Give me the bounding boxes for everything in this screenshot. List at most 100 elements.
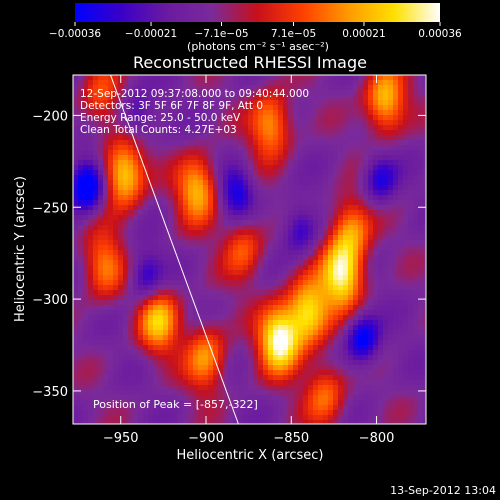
heatmap-cell bbox=[358, 210, 363, 215]
heatmap-cell bbox=[353, 155, 358, 160]
heatmap-cell bbox=[353, 270, 358, 275]
heatmap-cell bbox=[248, 235, 253, 240]
heatmap-cell bbox=[278, 365, 283, 370]
heatmap-cell bbox=[378, 180, 383, 185]
heatmap-cell bbox=[403, 300, 408, 305]
heatmap-cell bbox=[288, 215, 293, 220]
heatmap-cell bbox=[263, 265, 268, 270]
heatmap-cell bbox=[318, 420, 323, 424]
heatmap-cell bbox=[158, 285, 163, 290]
heatmap-cell bbox=[223, 310, 228, 315]
heatmap-cell bbox=[153, 285, 158, 290]
heatmap-cell bbox=[153, 420, 158, 424]
heatmap-cell bbox=[73, 350, 78, 355]
heatmap-cell bbox=[263, 270, 268, 275]
heatmap-cell bbox=[303, 330, 308, 335]
heatmap-cell bbox=[243, 280, 248, 285]
heatmap-cell bbox=[203, 215, 208, 220]
heatmap-cell bbox=[238, 230, 243, 235]
heatmap-cell bbox=[143, 155, 148, 160]
heatmap-cell bbox=[98, 415, 103, 420]
heatmap-cell bbox=[83, 100, 88, 105]
heatmap-cell bbox=[238, 200, 243, 205]
heatmap-cell bbox=[238, 125, 243, 130]
heatmap-cell bbox=[413, 95, 418, 100]
heatmap-cell bbox=[158, 100, 163, 105]
heatmap-cell bbox=[218, 90, 223, 95]
heatmap-cell bbox=[203, 100, 208, 105]
heatmap-cell bbox=[113, 145, 118, 150]
heatmap-cell bbox=[413, 370, 418, 375]
heatmap-cell bbox=[423, 350, 426, 355]
heatmap-cell bbox=[338, 390, 343, 395]
heatmap-cell bbox=[278, 360, 283, 365]
heatmap-cell bbox=[343, 260, 348, 265]
heatmap-cell bbox=[98, 130, 103, 135]
heatmap-cell bbox=[223, 115, 228, 120]
heatmap-cell bbox=[373, 265, 378, 270]
heatmap-cell bbox=[248, 175, 253, 180]
heatmap-cell bbox=[253, 140, 258, 145]
heatmap-cell bbox=[368, 310, 373, 315]
heatmap-cell bbox=[348, 350, 353, 355]
heatmap-cell bbox=[298, 355, 303, 360]
heatmap-cell bbox=[133, 160, 138, 165]
heatmap-cell bbox=[153, 400, 158, 405]
heatmap-cell bbox=[113, 205, 118, 210]
heatmap-cell bbox=[283, 220, 288, 225]
heatmap-cell bbox=[308, 225, 313, 230]
heatmap-cell bbox=[303, 385, 308, 390]
heatmap-cell bbox=[108, 240, 113, 245]
heatmap-cell bbox=[288, 255, 293, 260]
heatmap-cell bbox=[303, 370, 308, 375]
heatmap-cell bbox=[283, 340, 288, 345]
heatmap-cell bbox=[308, 420, 313, 424]
heatmap-cell bbox=[98, 220, 103, 225]
heatmap-cell bbox=[138, 135, 143, 140]
heatmap-cell bbox=[263, 365, 268, 370]
heatmap-cell bbox=[288, 340, 293, 345]
heatmap-cell bbox=[163, 235, 168, 240]
heatmap-cell bbox=[173, 200, 178, 205]
heatmap-cell bbox=[253, 395, 258, 400]
heatmap-cell bbox=[268, 240, 273, 245]
heatmap-cell bbox=[138, 345, 143, 350]
heatmap-cell bbox=[323, 170, 328, 175]
heatmap-cell bbox=[248, 125, 253, 130]
heatmap-cell bbox=[313, 200, 318, 205]
heatmap-cell bbox=[398, 305, 403, 310]
heatmap-cell bbox=[168, 210, 173, 215]
heatmap-cell bbox=[303, 120, 308, 125]
heatmap-cell bbox=[388, 265, 393, 270]
heatmap-cell bbox=[238, 380, 243, 385]
heatmap-cell bbox=[118, 130, 123, 135]
heatmap-cell bbox=[153, 345, 158, 350]
heatmap-cell bbox=[288, 315, 293, 320]
heatmap-cell bbox=[333, 240, 338, 245]
heatmap-cell bbox=[228, 245, 233, 250]
heatmap-cell bbox=[398, 120, 403, 125]
heatmap-cell bbox=[73, 405, 78, 410]
heatmap-cell bbox=[203, 225, 208, 230]
heatmap-cell bbox=[323, 90, 328, 95]
heatmap-cell bbox=[408, 85, 413, 90]
heatmap-cell bbox=[108, 275, 113, 280]
heatmap-cell bbox=[108, 395, 113, 400]
heatmap-cell bbox=[323, 340, 328, 345]
heatmap-cell bbox=[273, 220, 278, 225]
heatmap-cell bbox=[388, 205, 393, 210]
heatmap-cell bbox=[288, 360, 293, 365]
heatmap-cell bbox=[148, 410, 153, 415]
heatmap-cell bbox=[153, 355, 158, 360]
heatmap-cell bbox=[98, 190, 103, 195]
heatmap-cell bbox=[293, 195, 298, 200]
heatmap-cell bbox=[133, 120, 138, 125]
heatmap-cell bbox=[138, 395, 143, 400]
heatmap-cell bbox=[173, 150, 178, 155]
heatmap-cell bbox=[118, 325, 123, 330]
heatmap-cell bbox=[278, 405, 283, 410]
heatmap-cell bbox=[298, 235, 303, 240]
heatmap-cell bbox=[193, 280, 198, 285]
heatmap-cell bbox=[148, 200, 153, 205]
heatmap-cell bbox=[203, 345, 208, 350]
